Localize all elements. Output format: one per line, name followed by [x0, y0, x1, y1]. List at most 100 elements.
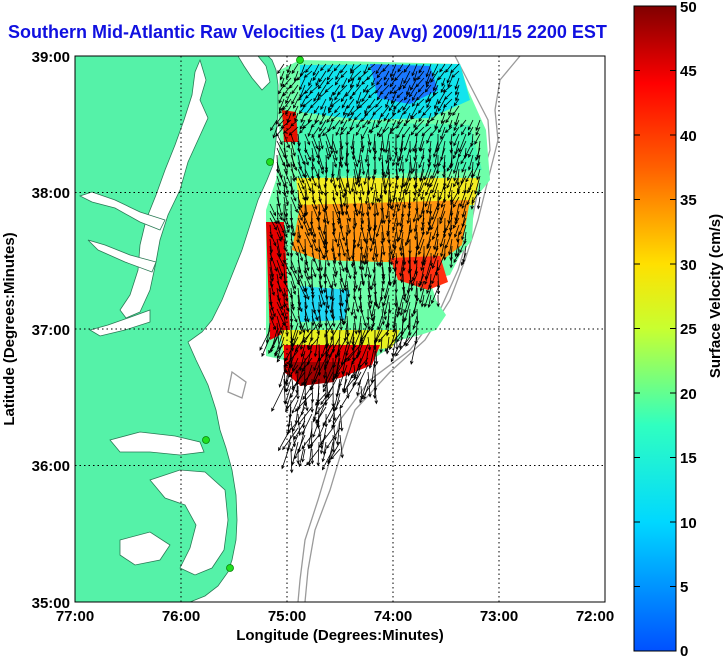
velocity-arrow: [297, 259, 304, 280]
velocity-arrow: [405, 329, 418, 347]
velocity-arrow: [389, 84, 397, 95]
velocity-arrow: [398, 182, 404, 202]
velocity-arrow: [388, 273, 392, 287]
velocity-arrow: [375, 119, 383, 129]
velocity-arrow: [304, 273, 312, 289]
velocity-arrow: [292, 357, 299, 372]
colorbar-tick-label: 5: [680, 579, 688, 596]
velocity-arrow: [399, 238, 404, 257]
velocity-arrow: [318, 294, 323, 309]
x-tick-label: 77:00: [56, 608, 94, 625]
velocity-arrow: [370, 357, 376, 384]
y-tick-label: 39:00: [32, 49, 70, 66]
velocity-arrow: [302, 413, 306, 429]
velocity-arrow: [430, 210, 439, 231]
velocity-arrow: [419, 287, 425, 304]
velocity-arrow: [454, 77, 460, 90]
velocity-arrow: [405, 182, 411, 196]
velocity-arrow: [304, 315, 310, 334]
velocity-arrow: [321, 448, 327, 463]
velocity-arrow: [332, 385, 341, 412]
velocity-arrow: [353, 364, 357, 379]
y-tick-label: 36:00: [32, 458, 70, 475]
velocity-arrow: [447, 182, 453, 199]
velocity-arrow: [276, 224, 283, 241]
velocity-arrow: [335, 126, 341, 137]
velocity-arrow: [303, 140, 308, 154]
velocity-arrow: [292, 105, 299, 117]
velocity-arrow: [328, 105, 334, 114]
velocity-arrow: [361, 91, 369, 103]
velocity-arrow: [339, 259, 345, 273]
velocity-arrow: [325, 140, 332, 158]
velocity-arrow: [323, 231, 327, 247]
velocity-arrow: [441, 77, 446, 87]
velocity-arrow: [395, 210, 400, 227]
velocity-arrow: [436, 280, 441, 295]
grid-lines: [75, 56, 605, 602]
velocity-arrow: [346, 98, 355, 109]
velocity-arrow: [306, 448, 320, 466]
velocity-arrow: [293, 98, 299, 109]
velocity-arrow: [276, 231, 282, 243]
velocity-arrow: [304, 392, 309, 412]
velocity-arrow: [452, 217, 460, 229]
velocity-arrow: [376, 126, 383, 137]
velocity-arrow: [431, 175, 439, 194]
velocity-arrow: [326, 112, 334, 124]
velocity-arrow: [459, 189, 467, 208]
velocity-arrow: [357, 280, 362, 292]
velocity-arrow: [321, 126, 334, 137]
velocity-arrow: [418, 63, 425, 74]
velocity-arrow: [388, 238, 393, 255]
velocity-arrow: [323, 364, 327, 380]
velocity-arrow: [332, 266, 337, 278]
velocity-arrow: [313, 357, 320, 372]
velocity-arrow: [307, 336, 320, 351]
velocity-arrow: [356, 168, 362, 184]
velocity-arrow: [320, 98, 327, 111]
velocity-arrow: [329, 91, 334, 102]
velocity-arrow: [452, 147, 460, 160]
velocity-arrow: [378, 252, 383, 268]
velocity-arrow: [399, 210, 404, 227]
colorbar-tick-label: 45: [680, 63, 697, 80]
velocity-arrow: [353, 294, 360, 313]
velocity-arrow: [332, 273, 337, 288]
velocity-arrow: [367, 371, 372, 398]
velocity-arrow: [445, 63, 453, 73]
velocity-arrow: [291, 84, 299, 95]
velocity-arrow: [346, 266, 352, 280]
velocity-arrow: [361, 77, 369, 85]
velocity-arrow: [312, 420, 320, 438]
velocity-arrow: [391, 154, 397, 167]
velocity-arrow: [395, 147, 400, 167]
velocity-arrow: [276, 266, 282, 280]
velocity-arrow: [403, 301, 411, 322]
velocity-arrow: [367, 266, 372, 279]
velocity-arrow: [465, 168, 474, 183]
velocity-arrow: [440, 84, 446, 94]
velocity-arrow: [442, 224, 447, 239]
velocity-arrow: [424, 168, 432, 187]
velocity-arrow: [339, 406, 344, 432]
velocity-arrow: [339, 203, 344, 217]
velocity-arrow: [431, 252, 439, 270]
velocity-arrow: [451, 70, 460, 79]
velocity-arrow: [313, 91, 320, 103]
velocity-arrow: [460, 154, 467, 165]
velocity-arrow: [405, 112, 411, 124]
velocity-arrow: [403, 119, 411, 127]
velocity-arrow: [303, 203, 308, 217]
velocity-arrow: [362, 238, 369, 259]
velocity-arrow: [367, 140, 372, 154]
velocity-arrow: [458, 133, 467, 153]
velocity-arrow: [388, 196, 393, 210]
velocity-arrow: [297, 168, 305, 184]
velocity-arrow: [395, 175, 399, 190]
velocity-arrow: [360, 154, 366, 176]
velocity-arrow: [341, 350, 348, 376]
velocity-arrow: [316, 147, 321, 165]
velocity-arrow: [402, 98, 411, 111]
